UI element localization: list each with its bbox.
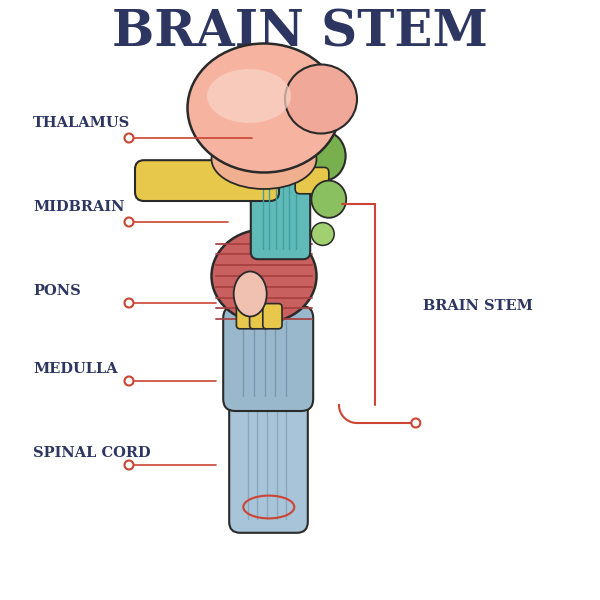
FancyBboxPatch shape	[135, 160, 279, 201]
Text: MIDBRAIN: MIDBRAIN	[33, 200, 125, 214]
FancyBboxPatch shape	[250, 304, 269, 329]
Circle shape	[125, 461, 133, 469]
Text: THALAMUS: THALAMUS	[33, 116, 130, 130]
Text: SPINAL CORD: SPINAL CORD	[33, 446, 151, 460]
FancyBboxPatch shape	[251, 140, 310, 259]
Ellipse shape	[311, 223, 334, 245]
Circle shape	[125, 217, 133, 226]
Ellipse shape	[285, 64, 357, 133]
Text: PONS: PONS	[33, 284, 81, 298]
Text: BRAIN STEM: BRAIN STEM	[423, 299, 533, 313]
FancyBboxPatch shape	[229, 379, 308, 533]
Circle shape	[125, 133, 133, 142]
Ellipse shape	[234, 271, 266, 317]
Ellipse shape	[207, 69, 291, 123]
Ellipse shape	[187, 43, 341, 173]
Text: MEDULLA: MEDULLA	[33, 362, 118, 376]
Ellipse shape	[311, 181, 346, 218]
Ellipse shape	[302, 131, 346, 181]
Circle shape	[125, 298, 133, 307]
FancyBboxPatch shape	[223, 306, 313, 411]
Ellipse shape	[212, 129, 317, 189]
FancyBboxPatch shape	[295, 167, 329, 194]
Text: BRAIN STEM: BRAIN STEM	[112, 8, 488, 58]
Ellipse shape	[212, 229, 317, 323]
Circle shape	[412, 419, 420, 427]
FancyBboxPatch shape	[263, 304, 282, 329]
FancyBboxPatch shape	[236, 304, 256, 329]
Circle shape	[125, 377, 133, 385]
